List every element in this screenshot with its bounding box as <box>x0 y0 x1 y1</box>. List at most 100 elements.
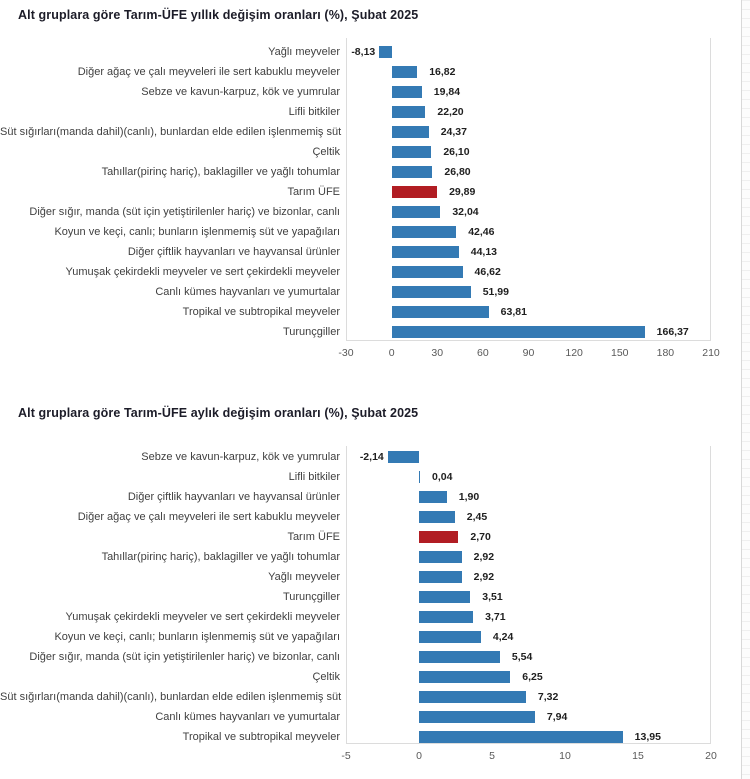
value-label: 2,92 <box>473 571 495 583</box>
category-label: Diğer sığır, manda (süt için yetiştirile… <box>29 206 340 218</box>
x-axis-tick-label: 10 <box>559 750 571 762</box>
value-label: -2,14 <box>359 451 384 463</box>
bar <box>419 611 474 623</box>
bar <box>391 146 432 158</box>
value-label: 16,82 <box>429 66 456 78</box>
bar <box>419 731 623 743</box>
category-label: Diğer ağaç ve çalı meyveleri ile sert ka… <box>77 66 340 78</box>
category-label: Diğer ağaç ve çalı meyveleri ile sert ka… <box>77 511 340 523</box>
value-label: 4,24 <box>492 631 514 643</box>
value-label: 2,92 <box>473 551 495 563</box>
value-label: 32,04 <box>452 206 479 218</box>
value-label: 1,90 <box>458 491 480 503</box>
value-label: 166,37 <box>656 326 689 338</box>
category-label: Süt sığırları(manda dahil)(canlı), bunla… <box>0 126 342 138</box>
category-label: Sebze ve kavun-karpuz, kök ve yumrular <box>141 451 340 463</box>
value-label: 24,37 <box>440 126 467 138</box>
value-label: 2,45 <box>466 511 488 523</box>
category-label: Lifli bitkiler <box>288 471 340 483</box>
scrollbar[interactable] <box>741 0 750 779</box>
category-label: Tarım ÜFE <box>287 186 340 198</box>
bar <box>419 631 481 643</box>
category-label: Tropikal ve subtropikal meyveler <box>182 306 340 318</box>
category-label: Koyun ve keçi, canlı; bunların işlenmemi… <box>54 631 340 643</box>
plot-area <box>346 446 711 744</box>
x-axis-tick-label: 180 <box>656 347 675 359</box>
category-label: Diğer çiftlik hayvanları ve hayvansal ür… <box>127 491 340 503</box>
bar <box>391 66 418 78</box>
bar <box>391 206 441 218</box>
x-axis-tick-label: 5 <box>489 750 495 762</box>
bar <box>391 166 433 178</box>
value-label: 0,04 <box>432 471 453 483</box>
bar <box>419 691 526 703</box>
x-axis-tick-label: 15 <box>632 750 644 762</box>
value-label: 42,46 <box>468 226 495 238</box>
bar <box>391 266 463 278</box>
bar <box>419 591 471 603</box>
category-label: Koyun ve keçi, canlı; bunların işlenmemi… <box>54 226 340 238</box>
category-label: Lifli bitkiler <box>288 106 340 118</box>
plot-area <box>346 38 711 341</box>
x-axis-tick-label: 150 <box>610 347 629 359</box>
value-label: 46,62 <box>474 266 501 278</box>
x-axis-tick-label: -5 <box>341 750 351 762</box>
value-label: 22,20 <box>437 106 464 118</box>
value-label: 29,89 <box>449 186 476 198</box>
bar <box>379 46 392 58</box>
bar <box>391 306 489 318</box>
category-label: Yağlı meyveler <box>268 46 340 58</box>
category-label: Sebze ve kavun-karpuz, kök ve yumrular <box>141 86 340 98</box>
category-label: Canlı kümes hayvanları ve yumurtalar <box>155 286 340 298</box>
x-axis-tick-label: 0 <box>416 750 422 762</box>
bar <box>391 106 426 118</box>
value-label: 7,32 <box>537 691 559 703</box>
value-label: 19,84 <box>433 86 461 98</box>
value-label: 44,13 <box>470 246 498 258</box>
x-axis-tick-label: 210 <box>702 347 720 359</box>
bar <box>419 551 462 563</box>
x-axis-tick-label: -30 <box>338 347 354 359</box>
chart-title-monthly: Alt gruplara göre Tarım-ÜFE aylık değişi… <box>18 406 419 420</box>
x-axis-tick-label: 60 <box>477 347 489 359</box>
category-label: Turunçgiller <box>282 591 340 603</box>
bar <box>391 226 457 238</box>
value-label: 13,95 <box>634 731 661 743</box>
value-label: 3,71 <box>485 611 506 623</box>
value-label: 3,51 <box>482 591 503 603</box>
x-axis-tick-label: 90 <box>522 347 535 359</box>
value-label: 51,99 <box>482 286 509 298</box>
category-label: Tahıllar(pirinç hariç), baklagiller ve y… <box>101 166 340 178</box>
category-label: Tahıllar(pirinç hariç), baklagiller ve y… <box>101 551 340 563</box>
chart-title-annual: Alt gruplara göre Tarım-ÜFE yıllık değiş… <box>18 8 419 22</box>
x-axis-tick-label: 20 <box>705 750 717 762</box>
bar <box>419 491 447 503</box>
value-label: 63,81 <box>500 306 527 318</box>
value-label: -8,13 <box>351 46 376 58</box>
bar <box>391 326 645 338</box>
value-label: 7,94 <box>546 711 568 723</box>
category-label: Yumuşak çekirdekli meyveler ve sert çeki… <box>65 266 340 278</box>
bar-highlighted <box>419 531 459 543</box>
value-label: 6,25 <box>522 671 543 683</box>
bar <box>391 126 429 138</box>
bar <box>391 286 471 298</box>
category-label: Turunçgiller <box>282 326 340 338</box>
bar <box>391 86 422 98</box>
bar <box>387 451 419 463</box>
category-label: Diğer sığır, manda (süt için yetiştirile… <box>29 651 340 663</box>
x-axis-tick-label: 120 <box>565 347 583 359</box>
category-label: Diğer çiftlik hayvanları ve hayvansal ür… <box>127 246 340 258</box>
category-label: Tropikal ve subtropikal meyveler <box>182 731 340 743</box>
bar <box>419 651 500 663</box>
bar <box>419 511 455 523</box>
category-label: Canlı kümes hayvanları ve yumurtalar <box>155 711 340 723</box>
x-axis-tick-label: 30 <box>431 347 444 359</box>
category-label: Süt sığırları(manda dahil)(canlı), bunla… <box>0 691 342 703</box>
bar-highlighted <box>391 186 438 198</box>
category-label: Tarım ÜFE <box>287 531 340 543</box>
value-label: 26,10 <box>443 146 470 158</box>
